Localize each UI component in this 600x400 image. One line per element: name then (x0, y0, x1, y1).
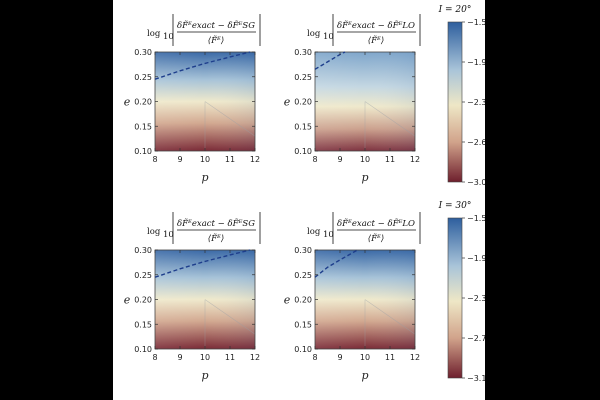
y-tick-label: 0.15 (294, 320, 312, 329)
y-tick-label: 0.20 (134, 98, 152, 107)
y-tick-label: 0.30 (134, 48, 152, 57)
svg-text:δF̃ᴱexact − δF̃ᴱSG: δF̃ᴱexact − δF̃ᴱSG (177, 19, 255, 31)
heatmap-ridge (364, 101, 416, 151)
x-tick-label: 11 (225, 353, 235, 362)
contour-dashed-line (154, 51, 251, 80)
x-tick-label: 12 (410, 155, 420, 164)
figure-panel: 8 9 10 11 12 0.10 0.15 0.20 0.25 0.30 p e log 10 δF̃ᴱe… (113, 0, 485, 400)
colorbar-1: I = 20° −1.53 −1.92 −2.30 −2.69 −3.08 (438, 5, 485, 187)
y-axis-label: e (124, 294, 131, 307)
svg-text:log: log (147, 227, 161, 237)
x-tick-label: 9 (177, 353, 182, 362)
y-tick-label: 0.30 (134, 246, 152, 255)
x-tick-label: 12 (410, 353, 420, 362)
colorbar-tick-label: −1.53 (467, 214, 485, 223)
contour-dashed-line (314, 249, 358, 278)
svg-text:10: 10 (163, 230, 174, 240)
colorbar-tick-label: −2.69 (467, 138, 485, 147)
y-tick-label: 0.10 (294, 345, 312, 354)
svg-text:log: log (307, 29, 321, 39)
y-tick-label: 0.25 (134, 73, 152, 82)
svg-text:10: 10 (163, 32, 174, 42)
svg-text:⟨F̃ᴱ⟩: ⟨F̃ᴱ⟩ (208, 34, 224, 46)
colorbar-tick-label: −3.08 (467, 178, 485, 187)
svg-text:δF̃ᴱexact − δF̃ᴱLO: δF̃ᴱexact − δF̃ᴱLO (337, 217, 415, 229)
y-tick-label: 0.10 (294, 147, 312, 156)
x-tick-label: 11 (385, 353, 395, 362)
x-tick-label: 12 (250, 155, 260, 164)
svg-text:⟨F̃ᴱ⟩: ⟨F̃ᴱ⟩ (208, 232, 224, 244)
heatmap-ridge (204, 101, 256, 151)
contour-dashed-line (154, 249, 251, 278)
svg-text:δF̃ᴱexact − δF̃ᴱLO: δF̃ᴱexact − δF̃ᴱLO (337, 19, 415, 31)
x-axis-label: p (201, 171, 208, 184)
svg-text:log: log (307, 227, 321, 237)
y-axis-label: e (284, 96, 291, 109)
y-tick-label: 0.30 (294, 48, 312, 57)
colorbar-tick-label: −1.94 (467, 254, 485, 263)
heatmap-ridge (364, 299, 416, 349)
colorbar-tick-label: −2.77 (467, 334, 485, 343)
x-tick-label: 10 (360, 353, 370, 362)
svg-text:10: 10 (323, 230, 334, 240)
svg-text:10: 10 (323, 32, 334, 42)
colorbar-tick-label: −2.36 (467, 294, 485, 303)
x-tick-label: 8 (152, 353, 157, 362)
svg-text:log: log (147, 29, 161, 39)
x-axis-label: p (361, 171, 368, 184)
x-tick-label: 11 (225, 155, 235, 164)
y-axis-label: e (284, 294, 291, 307)
heatmap-ridge (204, 299, 256, 349)
x-axis-label: p (201, 369, 208, 382)
colorbar-title: I = 20° (438, 5, 472, 15)
y-tick-label: 0.20 (294, 296, 312, 305)
x-tick-label: 8 (152, 155, 157, 164)
colorbar-gradient (447, 217, 463, 379)
x-tick-label: 10 (200, 155, 210, 164)
svg-text:δF̃ᴱexact − δF̃ᴱSG: δF̃ᴱexact − δF̃ᴱSG (177, 217, 255, 229)
colorbar-2: I = 30° −1.53 −1.94 −2.36 −2.77 −3.19 (438, 201, 485, 383)
colorbar-tick-label: −1.53 (467, 18, 485, 27)
y-tick-label: 0.20 (134, 296, 152, 305)
y-tick-label: 0.15 (294, 122, 312, 131)
colorbar-gradient (447, 21, 463, 183)
x-tick-label: 8 (312, 353, 317, 362)
x-tick-label: 10 (360, 155, 370, 164)
colorbar-tick-label: −3.19 (467, 374, 485, 383)
x-tick-label: 9 (337, 155, 342, 164)
y-tick-label: 0.25 (294, 73, 312, 82)
y-tick-label: 0.25 (134, 271, 152, 280)
y-tick-label: 0.10 (134, 345, 152, 354)
y-axis-label: e (124, 96, 131, 109)
colorbar-tick-label: −2.30 (467, 98, 485, 107)
svg-text:⟨F̃ᴱ⟩: ⟨F̃ᴱ⟩ (368, 34, 384, 46)
y-tick-label: 0.30 (294, 246, 312, 255)
y-tick-label: 0.15 (134, 320, 152, 329)
colorbar-tick-label: −1.92 (467, 58, 485, 67)
x-tick-label: 9 (177, 155, 182, 164)
x-tick-label: 8 (312, 155, 317, 164)
x-tick-label: 10 (200, 353, 210, 362)
x-tick-label: 12 (250, 353, 260, 362)
colorbar-title: I = 30° (438, 201, 472, 211)
y-tick-label: 0.20 (294, 98, 312, 107)
contour-dashed-line (314, 51, 346, 70)
x-tick-label: 9 (337, 353, 342, 362)
svg-text:⟨F̃ᴱ⟩: ⟨F̃ᴱ⟩ (368, 232, 384, 244)
y-tick-label: 0.10 (134, 147, 152, 156)
x-tick-label: 11 (385, 155, 395, 164)
x-axis-label: p (361, 369, 368, 382)
y-tick-label: 0.15 (134, 122, 152, 131)
y-tick-label: 0.25 (294, 271, 312, 280)
